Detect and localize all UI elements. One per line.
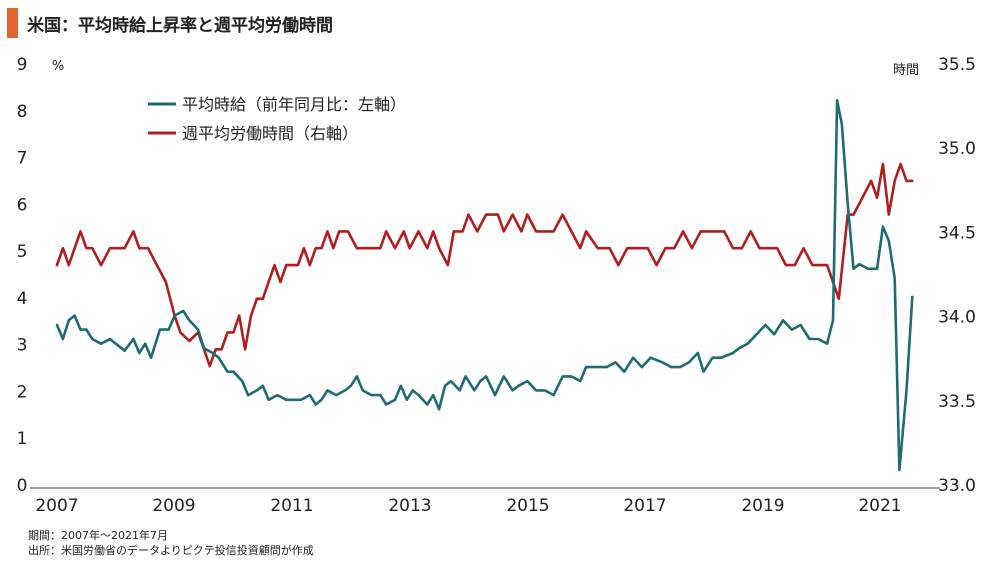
- left-tick-label: 2: [17, 382, 28, 402]
- x-tick-label: 2007: [35, 496, 78, 516]
- chart-title: 米国：平均時給上昇率と週平均労働時間: [27, 15, 333, 36]
- chart-footer: 期間：2007年～2021年7月 出所：米国労働省のデータよりピクテ投信投資顧問…: [28, 528, 314, 558]
- x-tick-label: 2017: [623, 496, 666, 516]
- left-tick-label: 0: [17, 476, 28, 496]
- legend: 平均時給（前年同月比：左軸） 週平均労働時間（右軸）: [148, 95, 406, 143]
- left-tick-label: 7: [17, 149, 28, 169]
- right-tick-label: 33.0: [938, 476, 976, 496]
- left-tick-label: 4: [17, 289, 28, 309]
- chart-title-bar: 米国：平均時給上昇率と週平均労働時間: [7, 8, 333, 38]
- x-tick-label: 2011: [270, 496, 313, 516]
- left-tick-label: 5: [17, 242, 28, 262]
- x-tick-label: 2013: [388, 496, 431, 516]
- period-note: 期間：2007年～2021年7月: [28, 529, 168, 542]
- x-tick-label: 2019: [741, 496, 784, 516]
- right-tick-label: 35.0: [938, 139, 976, 159]
- right-tick-label: 34.5: [938, 223, 976, 243]
- legend-label: 週平均労働時間（右軸）: [182, 124, 358, 143]
- weekly-hours-line: [55, 162, 914, 368]
- right-tick-label: 35.5: [938, 55, 976, 75]
- left-axis-unit: %: [52, 59, 64, 74]
- left-tick-label: 1: [17, 429, 28, 449]
- left-tick-label: 8: [17, 102, 28, 122]
- right-tick-label: 34.0: [938, 308, 976, 328]
- right-tick-label: 33.5: [938, 392, 976, 412]
- source-note: 出所：米国労働省のデータよりピクテ投信投資顧問が作成: [28, 544, 314, 557]
- left-tick-label: 3: [17, 336, 28, 356]
- wage-growth-line: [55, 99, 914, 472]
- left-tick-label: 6: [17, 195, 28, 215]
- legend-label: 平均時給（前年同月比：左軸）: [182, 95, 406, 114]
- title-accent-bar: [7, 8, 18, 38]
- x-tick-label: 2009: [152, 496, 195, 516]
- x-tick-label: 2015: [506, 496, 549, 516]
- series-layer: [55, 99, 914, 472]
- left-tick-label: 9: [17, 55, 28, 75]
- axes: 0 1 2 3 4 5 6 7 8 9 % 33.0 33.5 34.0 34.5 35.0 35.5 時間 200…: [17, 55, 976, 516]
- x-tick-label: 2021: [858, 496, 901, 516]
- right-axis-unit: 時間: [893, 63, 919, 78]
